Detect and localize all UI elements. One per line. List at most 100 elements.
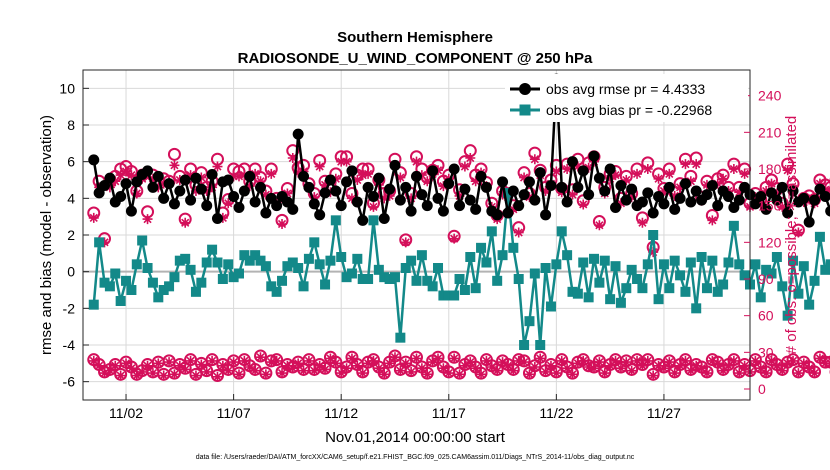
rmse-point — [825, 205, 830, 217]
rmse-point — [238, 185, 250, 197]
y-right-tick-label: 150 — [758, 198, 782, 214]
assimilated-low-point — [153, 358, 164, 369]
assimilated-point — [497, 189, 508, 200]
assimilated-low-point — [750, 355, 761, 366]
bias-point — [341, 272, 352, 283]
assimilated-low-point — [406, 366, 417, 377]
legend-bias-marker — [519, 104, 531, 116]
assimilated-point — [562, 164, 573, 174]
legend-box — [505, 74, 748, 122]
bias-point — [648, 230, 659, 240]
rmse-point — [819, 191, 830, 202]
left-axis-label: rmse and bias (model - observation) — [38, 115, 55, 355]
rmse-point — [615, 180, 627, 191]
bias-point — [137, 235, 148, 246]
y-left-tick-label: -2 — [63, 300, 76, 316]
bias-point — [416, 250, 427, 261]
rmse-point — [308, 198, 320, 210]
assimilated-point — [147, 173, 158, 184]
rmse-point — [411, 170, 422, 182]
bias-point — [578, 257, 589, 268]
bias-point — [551, 259, 562, 270]
bias-point — [309, 237, 320, 248]
assimilated-low-point — [648, 370, 659, 381]
rmse-point — [480, 181, 492, 193]
assimilated-point — [658, 186, 669, 196]
bias-point — [793, 288, 804, 299]
y-right-tick-label: 120 — [758, 234, 782, 250]
assimilated-low-point — [158, 370, 169, 381]
assimilated-low-point — [320, 364, 331, 375]
assimilated-point — [223, 198, 234, 209]
assimilated-low-point — [373, 363, 384, 374]
assimilated-low-point — [228, 357, 239, 368]
bias-point — [519, 340, 530, 350]
bias-point — [486, 226, 497, 237]
rmse-point — [104, 172, 116, 184]
bias-point — [712, 286, 723, 297]
assimilated-point — [406, 193, 417, 204]
assimilated-point — [459, 161, 470, 172]
y-right-tick-label: 180 — [758, 161, 782, 177]
rmse-point — [292, 128, 304, 140]
bias-point — [481, 257, 492, 268]
assimilated-point — [739, 168, 750, 179]
assimilated-point — [320, 179, 331, 190]
assimilated-low-point — [131, 370, 142, 381]
bias-point — [809, 275, 820, 286]
x-tick-label: 11/27 — [647, 405, 681, 421]
assimilated-point — [675, 182, 686, 193]
rmse-point — [798, 192, 810, 204]
bias-point — [88, 299, 99, 310]
bias-point — [545, 301, 556, 312]
assimilated-point — [718, 173, 729, 184]
rmse-point — [561, 196, 573, 208]
bias-point — [266, 281, 277, 292]
bias-point — [400, 263, 411, 273]
bias-point — [610, 261, 621, 272]
assimilated-point — [400, 237, 411, 248]
bias-point — [379, 272, 390, 283]
bias-point — [728, 220, 739, 231]
bias-point — [820, 264, 830, 275]
y-left-tick-label: 8 — [67, 117, 75, 133]
assimilated-low-point — [298, 365, 309, 376]
y-left-tick-label: 4 — [67, 190, 75, 206]
rmse-point — [464, 194, 476, 206]
y-left-tick-label: 0 — [67, 264, 75, 280]
rmse-point — [357, 214, 369, 226]
y-right-tick-label: 60 — [758, 308, 774, 324]
assimilated-point — [707, 215, 718, 226]
assimilated-point — [567, 189, 578, 200]
y-left-tick-label: -4 — [63, 337, 76, 353]
assimilated-point — [131, 188, 142, 199]
assimilated-low-point — [212, 371, 223, 382]
rmse-point — [588, 150, 600, 162]
rmse-point — [384, 183, 396, 195]
legend-rmse-label: obs avg rmse pr = 4.4333 — [546, 81, 705, 97]
footer-filename: data file: /Users/raeder/DAI/ATM_forcXX/… — [196, 454, 635, 461]
assimilated-low-point — [223, 365, 234, 376]
assimilated-low-point — [782, 358, 793, 369]
bias-point — [632, 274, 643, 284]
y-right-tick-label: 210 — [758, 124, 782, 140]
assimilated-low-point — [325, 353, 336, 364]
assimilated-low-point — [104, 365, 115, 376]
rmse-point — [228, 191, 240, 202]
assimilated-low-point — [303, 355, 314, 366]
assimilated-low-point — [658, 363, 669, 374]
assimilated-point — [438, 181, 449, 192]
bias-point — [115, 296, 126, 306]
rmse-point — [593, 172, 605, 184]
rmse-point — [507, 185, 519, 197]
assimilated-low-point — [454, 369, 465, 380]
assimilated-point — [228, 171, 239, 182]
assimilated-low-point — [438, 363, 449, 374]
assimilated-low-point — [185, 355, 196, 366]
assimilated-point — [330, 173, 341, 184]
rmse-point — [314, 209, 326, 221]
assimilated-low-point — [239, 355, 250, 366]
assimilated-low-point — [632, 355, 643, 366]
assimilated-point — [180, 217, 191, 228]
assimilated-point — [121, 166, 132, 177]
